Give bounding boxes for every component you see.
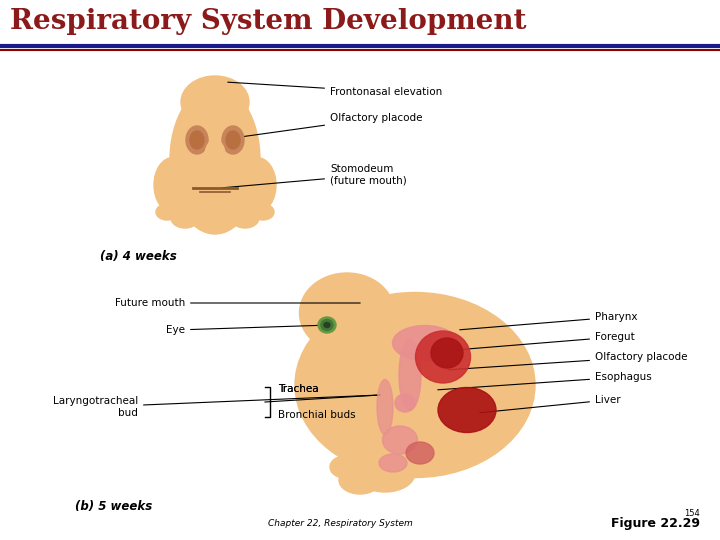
Text: Chapter 22, Respiratory System: Chapter 22, Respiratory System (268, 519, 413, 528)
Text: Pharynx: Pharynx (460, 312, 637, 330)
Text: Frontonasal elevation: Frontonasal elevation (228, 82, 442, 97)
Ellipse shape (186, 126, 208, 154)
Text: Trachea: Trachea (278, 384, 319, 394)
Text: 154: 154 (684, 509, 700, 518)
Ellipse shape (324, 322, 330, 327)
Text: Figure 22.29: Figure 22.29 (611, 517, 700, 530)
Ellipse shape (377, 380, 393, 435)
Ellipse shape (382, 426, 418, 454)
Ellipse shape (406, 442, 434, 464)
Ellipse shape (379, 454, 407, 472)
Text: Respiratory System Development: Respiratory System Development (10, 8, 526, 35)
Ellipse shape (321, 320, 333, 330)
Ellipse shape (395, 394, 415, 412)
Ellipse shape (172, 151, 202, 179)
Ellipse shape (438, 388, 496, 433)
Ellipse shape (300, 273, 395, 353)
Text: Olfactory placode: Olfactory placode (235, 113, 423, 138)
Text: Bronchial buds: Bronchial buds (278, 410, 356, 420)
Text: (a) 4 weeks: (a) 4 weeks (100, 250, 176, 263)
Ellipse shape (181, 76, 249, 128)
Text: Foregut: Foregut (458, 332, 635, 350)
Ellipse shape (231, 208, 259, 228)
Ellipse shape (222, 126, 244, 154)
Text: Esophagus: Esophagus (438, 372, 652, 390)
Text: Future mouth: Future mouth (114, 298, 360, 308)
Text: Stomodeum
(future mouth): Stomodeum (future mouth) (222, 164, 407, 188)
Text: Olfactory placode: Olfactory placode (448, 352, 688, 370)
Text: Trachea: Trachea (278, 384, 319, 394)
Ellipse shape (238, 158, 276, 213)
Ellipse shape (333, 325, 387, 369)
Ellipse shape (392, 326, 457, 361)
Ellipse shape (295, 293, 535, 477)
Ellipse shape (190, 131, 204, 149)
Ellipse shape (205, 140, 225, 170)
Ellipse shape (170, 86, 260, 234)
Ellipse shape (339, 466, 381, 494)
Ellipse shape (154, 158, 192, 213)
Text: Laryngotracheal
bud: Laryngotracheal bud (53, 395, 377, 418)
Ellipse shape (415, 331, 470, 383)
Ellipse shape (399, 340, 421, 410)
Ellipse shape (156, 204, 178, 220)
Ellipse shape (431, 338, 463, 368)
Ellipse shape (228, 151, 258, 179)
Ellipse shape (226, 131, 240, 149)
Ellipse shape (252, 204, 274, 220)
Ellipse shape (318, 317, 336, 333)
Ellipse shape (171, 208, 199, 228)
Ellipse shape (330, 456, 360, 478)
Text: Eye: Eye (166, 325, 328, 335)
Text: Liver: Liver (480, 395, 621, 413)
Text: (b) 5 weeks: (b) 5 weeks (75, 500, 152, 513)
Ellipse shape (355, 454, 415, 492)
